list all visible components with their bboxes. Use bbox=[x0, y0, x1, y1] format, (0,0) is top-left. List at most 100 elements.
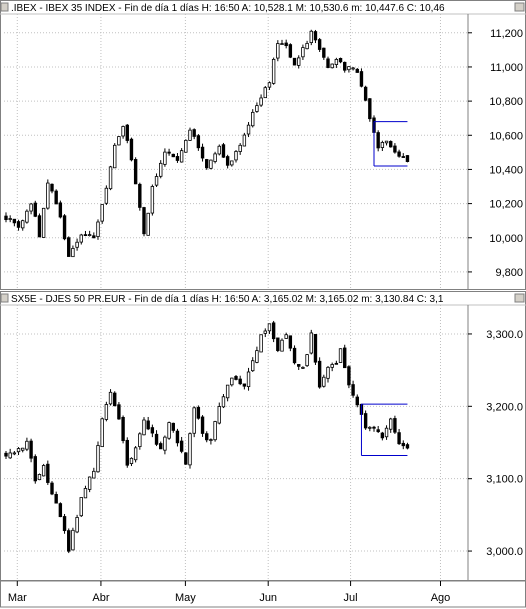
candle-body bbox=[83, 488, 88, 499]
candle-body bbox=[221, 144, 226, 158]
candle-body bbox=[133, 159, 138, 185]
price-tick-label: 10,400 bbox=[489, 164, 523, 176]
candle-body bbox=[343, 347, 347, 369]
candle-body bbox=[242, 383, 247, 387]
candle-body bbox=[405, 444, 410, 449]
candle-body bbox=[179, 440, 184, 452]
candle-body bbox=[117, 136, 121, 146]
month-label: Jul bbox=[344, 592, 358, 604]
candle-body bbox=[62, 215, 67, 240]
candle-body bbox=[92, 470, 96, 479]
candle-body bbox=[54, 494, 58, 504]
candle-body bbox=[159, 443, 163, 450]
candle-body bbox=[213, 153, 217, 162]
time-axis: Mar Abr May Jun Jul Ago bbox=[0, 580, 526, 608]
candle-body bbox=[251, 111, 255, 127]
candle-body bbox=[221, 396, 226, 408]
candle-body bbox=[171, 153, 175, 158]
candle-body bbox=[351, 67, 355, 70]
candle-body bbox=[108, 391, 113, 405]
candle-body bbox=[154, 176, 159, 186]
candle-body bbox=[305, 354, 309, 367]
candle-body bbox=[71, 529, 75, 551]
candle-body bbox=[188, 433, 192, 466]
candle-body bbox=[280, 339, 284, 352]
month-label: Jun bbox=[259, 592, 277, 604]
candle-body bbox=[301, 366, 305, 369]
candle-body bbox=[104, 187, 109, 204]
candle-body bbox=[21, 220, 25, 229]
price-tick-label: 3,300.0 bbox=[486, 329, 523, 341]
candle-body bbox=[83, 234, 88, 236]
candle-body bbox=[355, 396, 359, 406]
candle-body bbox=[271, 58, 276, 84]
candle-body bbox=[401, 442, 405, 447]
candle-body bbox=[41, 465, 46, 477]
candle-body bbox=[255, 350, 259, 363]
candle-body bbox=[33, 456, 37, 482]
candle-body bbox=[284, 334, 288, 339]
panel-frame bbox=[0, 291, 526, 581]
candle-body bbox=[12, 452, 17, 455]
candle-body bbox=[108, 166, 113, 190]
candle-body bbox=[96, 445, 100, 473]
candle-body bbox=[313, 334, 318, 363]
candle-body bbox=[297, 364, 301, 367]
candle-body bbox=[217, 406, 221, 424]
month-label: Abr bbox=[92, 592, 109, 604]
candle-body bbox=[267, 323, 272, 332]
candle-body bbox=[163, 436, 167, 451]
candle-body bbox=[71, 248, 75, 258]
panel-frame bbox=[0, 0, 526, 290]
candle-body bbox=[380, 432, 385, 439]
candle-body bbox=[29, 440, 33, 459]
price-tick-label: 3,000.0 bbox=[486, 546, 523, 558]
candle-body bbox=[246, 124, 251, 135]
candle-body bbox=[397, 151, 401, 157]
candle-body bbox=[309, 332, 313, 354]
candle-body bbox=[146, 212, 150, 236]
candle-body bbox=[363, 86, 368, 101]
candle-body bbox=[401, 156, 405, 158]
candle-body bbox=[389, 418, 393, 430]
panel-collapse-icon bbox=[0, 2, 9, 12]
candle-body bbox=[12, 218, 17, 224]
price-tick-label: 10,000 bbox=[489, 233, 523, 245]
candle-body bbox=[75, 517, 79, 533]
candle-body bbox=[96, 221, 100, 237]
candle-body bbox=[21, 447, 25, 451]
candle-body bbox=[125, 124, 129, 141]
candle-body bbox=[313, 31, 318, 41]
candle-body bbox=[25, 210, 29, 223]
candle-body bbox=[393, 418, 397, 433]
candle-body bbox=[117, 404, 121, 420]
candle-body bbox=[288, 44, 293, 58]
candle-body bbox=[129, 138, 134, 161]
candle-body bbox=[330, 364, 334, 368]
candle-body bbox=[271, 322, 276, 340]
candle-body bbox=[188, 129, 192, 141]
candle-body bbox=[263, 87, 267, 99]
candle-body bbox=[100, 204, 104, 222]
candle-body bbox=[29, 203, 33, 212]
candle-body bbox=[62, 516, 67, 532]
candle-body bbox=[230, 160, 234, 166]
candle-body bbox=[133, 447, 138, 461]
candle-body bbox=[184, 139, 188, 153]
candle-body bbox=[67, 237, 71, 257]
candle-body bbox=[234, 151, 238, 161]
sx5e-panel: SX5E - DJES 50 PR.EUR - Fin de día 1 día… bbox=[0, 291, 526, 581]
time-axis-frame bbox=[0, 580, 526, 608]
candle-body bbox=[338, 57, 343, 63]
candle-body bbox=[217, 145, 221, 155]
candle-body bbox=[125, 439, 129, 466]
price-tick-label: 3,200.0 bbox=[486, 401, 523, 413]
candle-body bbox=[389, 141, 393, 148]
candle-body bbox=[142, 419, 146, 436]
candle-body bbox=[205, 159, 209, 169]
candle-body bbox=[368, 426, 372, 429]
candle-body bbox=[25, 440, 29, 450]
candle-body bbox=[150, 186, 155, 214]
candle-body bbox=[334, 362, 339, 365]
candle-body bbox=[292, 347, 297, 364]
